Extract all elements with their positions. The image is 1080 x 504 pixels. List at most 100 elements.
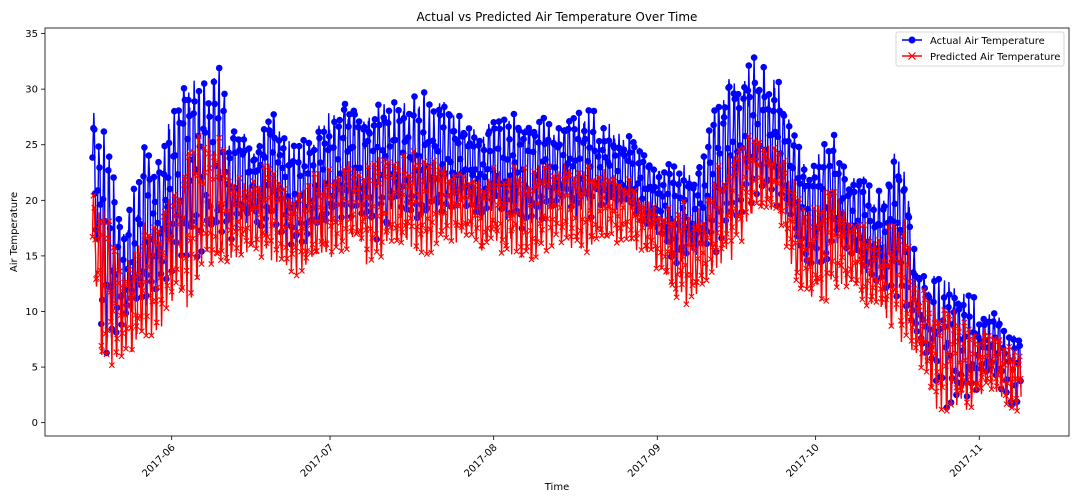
- data-point: [983, 379, 990, 386]
- data-point: [669, 179, 677, 187]
- data-point: [99, 348, 106, 355]
- data-point: [510, 211, 517, 218]
- data-point: [315, 128, 322, 136]
- data-point: [705, 143, 712, 151]
- data-point: [604, 232, 611, 239]
- data-point: [577, 227, 584, 234]
- data-point: [867, 267, 874, 274]
- data-point: [1002, 392, 1009, 399]
- data-point: [938, 406, 945, 413]
- data-point: [120, 285, 127, 292]
- data-point: [456, 155, 464, 163]
- data-point: [120, 256, 127, 264]
- data-point: [352, 199, 359, 206]
- data-point: [254, 167, 262, 174]
- data-point: [563, 234, 570, 241]
- data-point: [273, 246, 280, 253]
- data-point: [346, 166, 353, 173]
- data-point: [229, 224, 236, 231]
- data-point: [614, 167, 621, 175]
- data-point: [421, 158, 428, 165]
- data-point: [602, 205, 609, 212]
- data-point: [302, 248, 309, 255]
- data-point: [401, 171, 408, 178]
- data-point: [562, 218, 569, 225]
- data-point: [707, 213, 714, 220]
- data-point: [162, 196, 169, 204]
- data-point: [882, 280, 889, 287]
- data-point: [244, 225, 251, 232]
- data-point: [849, 249, 856, 256]
- data-point: [378, 253, 385, 260]
- data-point: [267, 194, 274, 201]
- data-point: [140, 173, 147, 180]
- data-point: [771, 96, 778, 104]
- data-point: [193, 254, 200, 261]
- data-point: [268, 222, 275, 229]
- data-point: [700, 153, 708, 160]
- data-point: [195, 87, 203, 95]
- data-point: [796, 237, 803, 244]
- data-point: [926, 310, 933, 317]
- data-point: [1003, 401, 1010, 408]
- data-point: [89, 154, 96, 161]
- data-point: [830, 131, 838, 139]
- data-point: [250, 178, 257, 185]
- data-point: [749, 189, 756, 196]
- data-point: [501, 180, 508, 186]
- series-markers: [89, 132, 1024, 414]
- data-point: [724, 212, 731, 219]
- data-point: [771, 128, 779, 136]
- data-point: [261, 196, 268, 203]
- data-point: [371, 181, 378, 188]
- data-point: [795, 229, 802, 236]
- data-point: [760, 146, 767, 153]
- data-point: [256, 143, 264, 150]
- data-point: [715, 162, 722, 169]
- data-point: [964, 380, 971, 387]
- data-point: [708, 269, 715, 276]
- data-point: [325, 183, 332, 190]
- data-point: [170, 203, 177, 210]
- data-point: [601, 186, 608, 193]
- data-point: [449, 204, 456, 211]
- data-point: [770, 107, 777, 115]
- data-point: [480, 188, 487, 195]
- data-point: [195, 133, 202, 140]
- data-point: [332, 219, 339, 226]
- legend-predicted-label: Predicted Air Temperature: [930, 52, 1060, 63]
- data-point: [253, 245, 260, 252]
- data-point: [591, 181, 598, 188]
- data-point: [144, 192, 152, 199]
- data-point: [476, 188, 483, 195]
- data-point: [575, 109, 583, 117]
- data-point: [100, 219, 107, 226]
- data-point: [305, 139, 313, 147]
- data-point: [680, 198, 687, 205]
- data-point: [341, 169, 348, 176]
- y-axis: 0 5 10 15 20 25 30 35: [25, 29, 45, 429]
- data-point: [906, 223, 914, 231]
- data-point: [235, 136, 242, 143]
- data-point: [135, 178, 143, 186]
- data-point: [414, 223, 421, 230]
- data-point: [712, 240, 719, 247]
- data-point: [382, 152, 389, 160]
- data-point: [792, 239, 799, 246]
- data-point: [150, 251, 157, 258]
- y-tick-label: 20: [25, 196, 38, 207]
- data-point: [543, 247, 550, 254]
- data-point: [937, 379, 944, 386]
- data-point: [956, 359, 963, 366]
- data-point: [230, 135, 237, 142]
- data-point: [261, 154, 269, 161]
- data-point: [623, 236, 630, 243]
- data-point: [693, 279, 700, 286]
- data-point: [619, 204, 626, 211]
- data-point: [945, 303, 952, 311]
- data-point: [584, 158, 592, 165]
- data-point: [215, 64, 223, 72]
- y-tick-label: 35: [25, 29, 38, 40]
- data-point: [785, 201, 792, 208]
- data-point: [235, 191, 242, 198]
